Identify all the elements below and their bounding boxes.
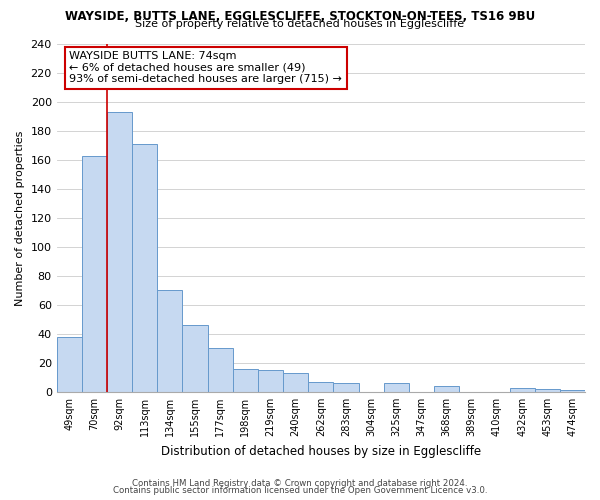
Text: Size of property relative to detached houses in Egglescliffe: Size of property relative to detached ho…: [136, 19, 464, 29]
Bar: [258, 370, 283, 392]
X-axis label: Distribution of detached houses by size in Egglescliffe: Distribution of detached houses by size …: [161, 444, 481, 458]
Bar: [308, 382, 334, 392]
Bar: [509, 388, 535, 392]
Bar: [560, 390, 585, 392]
Text: WAYSIDE, BUTTS LANE, EGGLESCLIFFE, STOCKTON-ON-TEES, TS16 9BU: WAYSIDE, BUTTS LANE, EGGLESCLIFFE, STOCK…: [65, 10, 535, 23]
Bar: [334, 383, 359, 392]
Bar: [283, 373, 308, 392]
Text: WAYSIDE BUTTS LANE: 74sqm
← 6% of detached houses are smaller (49)
93% of semi-d: WAYSIDE BUTTS LANE: 74sqm ← 6% of detach…: [69, 51, 342, 84]
Bar: [107, 112, 132, 392]
Bar: [56, 337, 82, 392]
Bar: [208, 348, 233, 392]
Text: Contains public sector information licensed under the Open Government Licence v3: Contains public sector information licen…: [113, 486, 487, 495]
Bar: [434, 386, 459, 392]
Bar: [233, 368, 258, 392]
Y-axis label: Number of detached properties: Number of detached properties: [15, 130, 25, 306]
Bar: [384, 383, 409, 392]
Bar: [132, 144, 157, 392]
Bar: [82, 156, 107, 392]
Bar: [182, 325, 208, 392]
Bar: [535, 389, 560, 392]
Bar: [157, 290, 182, 392]
Text: Contains HM Land Registry data © Crown copyright and database right 2024.: Contains HM Land Registry data © Crown c…: [132, 478, 468, 488]
